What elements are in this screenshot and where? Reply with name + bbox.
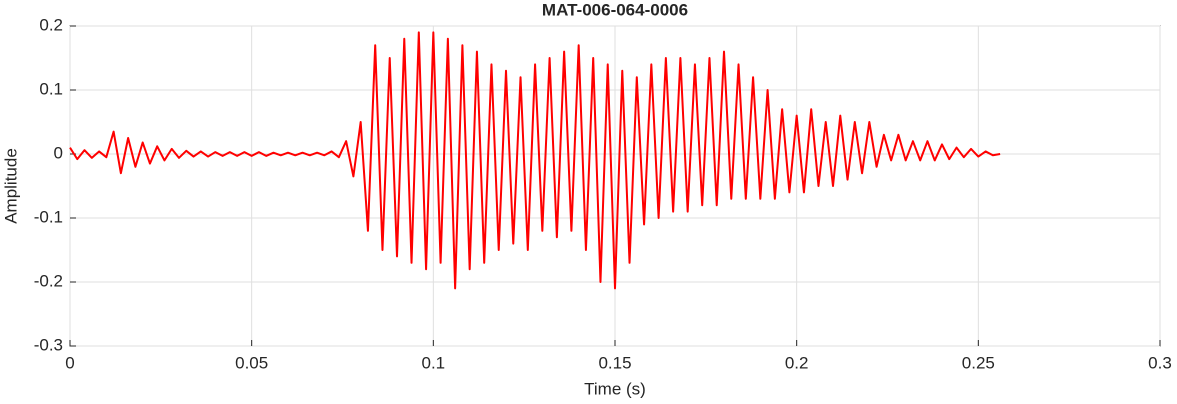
y-tick-label: -0.3 xyxy=(34,335,63,354)
waveform-line xyxy=(69,31,1001,290)
x-axis-label: Time (s) xyxy=(584,379,646,398)
y-tick-label: -0.1 xyxy=(34,207,63,226)
x-tick-label: 0.1 xyxy=(422,353,446,372)
x-tick-label: 0 xyxy=(65,353,74,372)
y-tick-label: 0 xyxy=(54,143,63,162)
x-tick-label: 0.25 xyxy=(962,353,995,372)
y-axis-label: Amplitude xyxy=(1,148,20,224)
x-tick-label: 0.3 xyxy=(1148,353,1172,372)
y-tick-label: 0.2 xyxy=(39,15,63,34)
chart-title: MAT-006-064-0006 xyxy=(542,0,688,19)
y-tick-label: -0.2 xyxy=(34,271,63,290)
x-tick-label: 0.15 xyxy=(598,353,631,372)
x-tick-label: 0.2 xyxy=(785,353,809,372)
x-tick-label: 0.05 xyxy=(235,353,268,372)
y-tick-label: 0.1 xyxy=(39,79,63,98)
